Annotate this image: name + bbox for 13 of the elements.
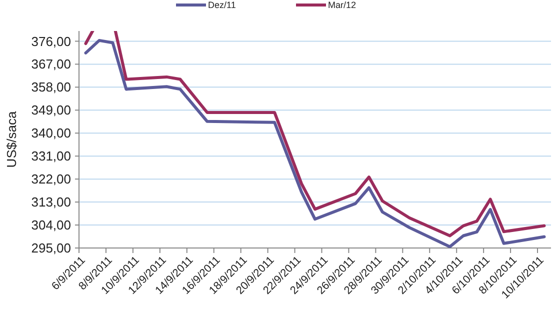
y-tick-label: 331,00 <box>31 148 71 164</box>
y-axis-title: US$/saca <box>4 110 19 168</box>
y-tick-label: 340,00 <box>31 126 71 141</box>
y-tick-label: 376,00 <box>31 34 71 49</box>
legend-label: Dez/11 <box>208 0 236 10</box>
y-tick-label: 304,00 <box>31 218 71 233</box>
y-tick-label: 349,00 <box>31 102 71 118</box>
y-tick-label: 367,00 <box>31 56 71 72</box>
y-tick-label: 313,00 <box>31 194 71 210</box>
y-tick-label: 358,00 <box>31 80 71 95</box>
legend-label: Mar/12 <box>328 0 356 10</box>
y-tick-label: 322,00 <box>31 172 71 187</box>
y-tick-label: 295,00 <box>31 240 71 256</box>
